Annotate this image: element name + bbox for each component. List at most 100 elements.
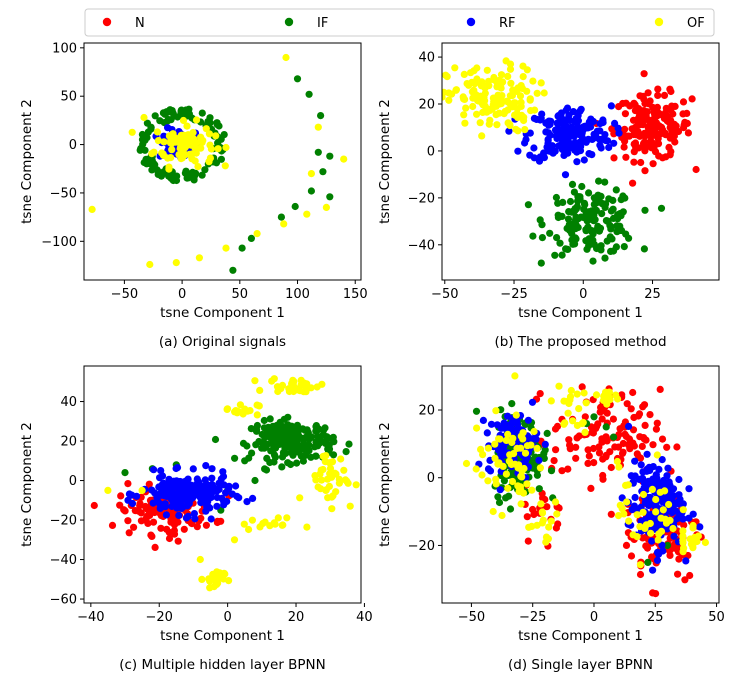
point-OF [600, 392, 608, 400]
point-N [116, 501, 124, 509]
point-RF [505, 127, 513, 135]
point-OF [517, 500, 525, 508]
point-IF [583, 245, 591, 253]
point-RF [524, 416, 533, 424]
point-OF [319, 465, 327, 474]
point-IF [607, 247, 615, 255]
point-N [121, 507, 129, 515]
point-OF [510, 99, 518, 107]
point-OF [661, 487, 669, 495]
point-OF [613, 457, 622, 466]
point-RF [541, 440, 549, 448]
point-IF [585, 189, 593, 197]
point-OF [578, 419, 586, 428]
point-OF [519, 435, 527, 443]
point-RF [202, 507, 210, 515]
point-OF [679, 506, 687, 514]
point-RF [578, 129, 586, 137]
point-IF [269, 436, 277, 444]
point-RF [638, 474, 647, 482]
point-OF [495, 435, 503, 443]
point-IF [529, 232, 537, 240]
point-OF [491, 440, 499, 448]
point-N [523, 513, 531, 521]
point-IF [590, 241, 599, 249]
point-OF [192, 116, 201, 124]
point-N [644, 89, 652, 97]
point-OF [188, 150, 196, 158]
point-N [157, 524, 165, 532]
point-N [623, 400, 631, 408]
point-RF [535, 157, 544, 165]
plot-frame [441, 42, 720, 281]
point-RF [484, 465, 493, 473]
point-RF [156, 474, 164, 482]
point-RF [189, 465, 197, 473]
point-OF [582, 399, 590, 407]
point-IF [590, 209, 598, 217]
y-tick-label: 0 [427, 144, 435, 159]
point-RF [689, 510, 697, 518]
point-N [675, 555, 683, 563]
point-RF [696, 523, 704, 531]
point-N [633, 450, 641, 458]
point-N [564, 465, 572, 473]
point-OF [172, 259, 180, 267]
point-OF [495, 459, 503, 467]
point-N [663, 443, 671, 451]
point-IF [617, 212, 625, 220]
point-OF [472, 465, 480, 473]
panel-caption: (c) Multiple hidden layer BPNN [119, 657, 326, 673]
point-OF [230, 536, 239, 544]
point-N [627, 552, 636, 560]
point-OF [701, 538, 710, 547]
point-RF [682, 557, 690, 565]
point-IF [266, 415, 274, 423]
point-IF [495, 498, 504, 507]
point-OF [223, 405, 232, 413]
point-IF [500, 477, 508, 485]
point-RF [510, 416, 518, 425]
legend: N IF RF OF [84, 8, 715, 37]
point-N [610, 154, 618, 162]
point-OF [506, 121, 514, 130]
point-IF [302, 451, 310, 459]
point-N [656, 385, 664, 393]
point-OF [445, 96, 453, 104]
point-N [622, 153, 630, 161]
point-RF [128, 499, 137, 508]
point-OF [592, 391, 601, 399]
points-layer [88, 53, 348, 274]
point-N [684, 129, 693, 137]
point-RF [655, 465, 663, 473]
point-RF [574, 112, 582, 120]
point-OF [484, 477, 492, 485]
point-OF [689, 524, 697, 532]
y-axis-label: tsne Component 2 [377, 422, 393, 547]
point-N [165, 534, 174, 543]
point-IF [289, 451, 297, 459]
point-IF [524, 201, 533, 209]
point-OF [497, 71, 506, 79]
point-N [654, 91, 662, 99]
point-OF [537, 500, 545, 508]
point-N [573, 434, 581, 442]
point-N [595, 443, 603, 451]
point-N [673, 443, 681, 451]
point-IF [585, 235, 593, 243]
point-RF [133, 492, 141, 500]
point-RF [125, 490, 133, 498]
y-tick-label: −50 [50, 186, 77, 201]
point-N [144, 519, 152, 528]
point-N [658, 435, 667, 443]
point-N [552, 446, 560, 454]
legend-label-OF: OF [687, 16, 705, 31]
point-N [684, 551, 692, 560]
point-N [117, 492, 125, 500]
point-IF [552, 193, 561, 202]
plot-frame [83, 365, 362, 604]
y-tick-label: −100 [41, 235, 77, 250]
